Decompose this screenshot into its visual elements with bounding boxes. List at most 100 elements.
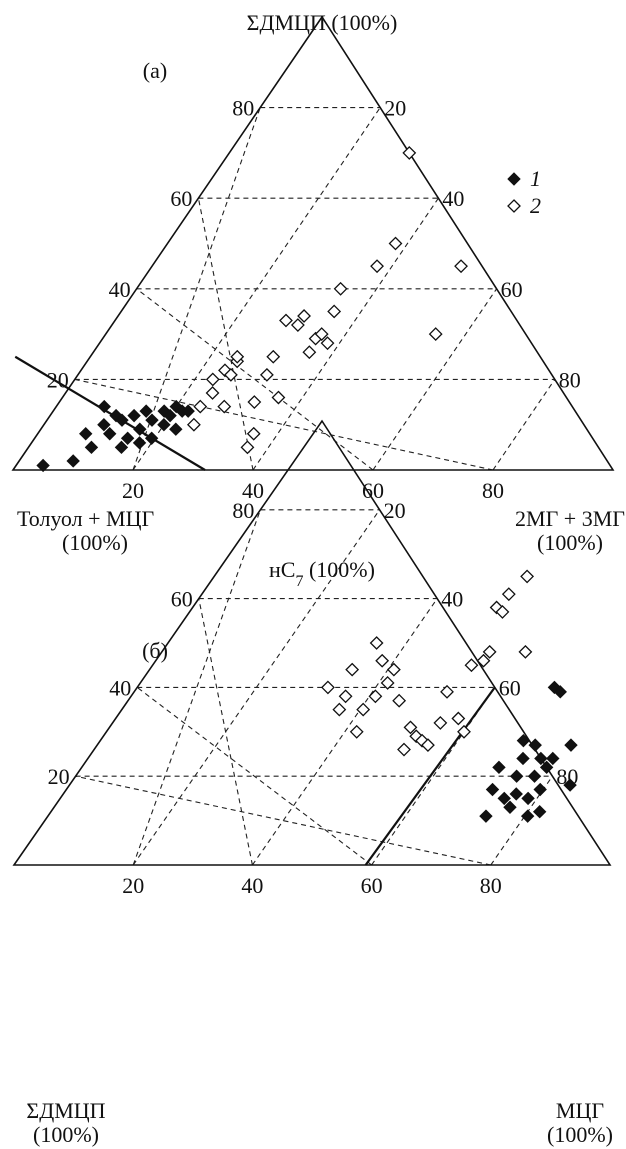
right-edge-tick-label: 20 bbox=[384, 498, 406, 523]
data-point-series-1 bbox=[115, 413, 129, 427]
data-point-series-2 bbox=[403, 720, 418, 735]
left-vertex-label: ΣДМЦП bbox=[26, 1098, 105, 1123]
data-point-series-2 bbox=[327, 304, 342, 319]
data-point-series-1 bbox=[145, 413, 159, 427]
bottom-edge-tick-label: 40 bbox=[242, 478, 264, 503]
data-point-series-1 bbox=[516, 751, 530, 766]
data-point-series-1 bbox=[564, 738, 578, 752]
data-point-series-1 bbox=[144, 431, 159, 445]
right-edge-tick-label: 80 bbox=[556, 764, 578, 789]
right-edge-tick-label: 80 bbox=[559, 367, 581, 392]
data-point-series-1 bbox=[497, 791, 511, 806]
left-edge-tick-label: 40 bbox=[109, 277, 131, 302]
grid-line bbox=[372, 288, 498, 471]
data-point-series-2 bbox=[186, 417, 201, 432]
data-point-series-1 bbox=[516, 733, 531, 748]
data-point-series-1 bbox=[553, 685, 567, 699]
data-point-series-2 bbox=[402, 145, 417, 160]
grid-line bbox=[198, 598, 253, 866]
data-point-series-2 bbox=[433, 716, 448, 730]
left-edge-tick-label: 20 bbox=[48, 764, 70, 789]
data-point-series-2 bbox=[370, 259, 384, 274]
data-point-series-2 bbox=[454, 259, 468, 274]
boundary-line bbox=[364, 686, 496, 866]
data-point-series-2 bbox=[386, 662, 401, 677]
data-point-series-2 bbox=[297, 309, 311, 323]
panel-a bbox=[11, 15, 615, 473]
data-point-series-2 bbox=[266, 349, 281, 364]
left-vertex-label: Толуол + МЦГ bbox=[17, 506, 154, 531]
data-point-series-2 bbox=[320, 336, 335, 351]
data-point-series-1 bbox=[509, 769, 524, 783]
data-point-series-1 bbox=[79, 427, 93, 441]
data-point-series-1 bbox=[114, 440, 129, 455]
grid-line bbox=[252, 197, 439, 471]
data-point-series-2 bbox=[392, 693, 407, 708]
data-point-series-2 bbox=[440, 684, 454, 699]
data-point-series-2 bbox=[369, 636, 384, 650]
legend-label-1: 1 bbox=[530, 166, 541, 191]
right-vertex-percent: (100%) bbox=[537, 530, 603, 555]
data-point-series-1 bbox=[520, 809, 535, 823]
left-edge-tick-label: 60 bbox=[170, 186, 192, 211]
data-point-series-1 bbox=[503, 800, 517, 814]
bottom-edge-tick-label: 40 bbox=[241, 873, 263, 898]
data-point-series-1 bbox=[66, 454, 80, 468]
data-point-series-1 bbox=[521, 791, 535, 806]
data-point-series-2 bbox=[428, 327, 443, 342]
data-point-series-1 bbox=[533, 782, 547, 797]
data-point-series-1 bbox=[532, 805, 547, 819]
data-point-series-1 bbox=[563, 778, 577, 792]
grid-line bbox=[132, 107, 261, 471]
data-point-series-2 bbox=[333, 281, 348, 296]
data-point-series-1 bbox=[479, 809, 493, 823]
data-point-series-1 bbox=[181, 404, 195, 418]
legend-marker-open bbox=[507, 199, 521, 213]
grid-line bbox=[75, 775, 491, 866]
right-vertex-label: 2МГ + 3МГ bbox=[515, 506, 625, 531]
right-edge-tick-label: 60 bbox=[499, 675, 521, 700]
data-point-series-1 bbox=[103, 427, 117, 441]
data-point-series-1 bbox=[485, 782, 500, 797]
data-point-series-2 bbox=[193, 399, 208, 414]
data-point-series-1 bbox=[97, 399, 111, 414]
data-point-series-2 bbox=[290, 318, 305, 332]
data-point-series-2 bbox=[495, 605, 510, 619]
top-vertex-label: нС7 (100%) bbox=[269, 557, 375, 590]
data-point-series-2 bbox=[259, 367, 274, 382]
bottom-edge-tick-label: 20 bbox=[122, 873, 144, 898]
data-point-series-1 bbox=[539, 760, 554, 775]
legend-marker-filled bbox=[507, 172, 521, 186]
data-point-series-2 bbox=[457, 724, 471, 739]
data-point-series-2 bbox=[388, 236, 403, 251]
data-point-series-2 bbox=[302, 345, 317, 360]
right-edge-tick-label: 60 bbox=[501, 277, 523, 302]
right-vertex-label: МЦГ bbox=[556, 1098, 604, 1123]
grid-line bbox=[197, 198, 254, 471]
data-point-series-2 bbox=[205, 372, 220, 387]
data-point-series-2 bbox=[217, 399, 232, 414]
data-point-series-2 bbox=[520, 569, 535, 584]
panel-b bbox=[12, 419, 612, 866]
data-point-series-1 bbox=[163, 408, 177, 423]
left-edge-tick-label: 80 bbox=[232, 96, 254, 121]
right-edge-tick-label: 40 bbox=[442, 186, 464, 211]
panel-label: (б) bbox=[142, 638, 168, 663]
data-point-series-2 bbox=[482, 644, 497, 659]
data-point-series-2 bbox=[246, 426, 261, 441]
boundary-line bbox=[14, 355, 206, 471]
grid-line bbox=[492, 379, 556, 471]
data-point-series-1 bbox=[133, 422, 147, 436]
data-point-series-2 bbox=[230, 349, 245, 364]
left-edge-tick-label: 20 bbox=[47, 367, 69, 392]
panel-label: (a) bbox=[143, 58, 167, 83]
left-edge-tick-label: 80 bbox=[232, 498, 254, 523]
grid-line bbox=[251, 598, 438, 866]
data-point-series-1 bbox=[509, 787, 523, 801]
data-point-series-2 bbox=[271, 390, 286, 405]
bottom-edge-tick-label: 20 bbox=[122, 478, 144, 503]
data-point-series-2 bbox=[314, 327, 329, 342]
data-point-series-2 bbox=[501, 587, 516, 602]
data-point-series-1 bbox=[492, 760, 506, 775]
data-point-series-1 bbox=[84, 440, 99, 455]
